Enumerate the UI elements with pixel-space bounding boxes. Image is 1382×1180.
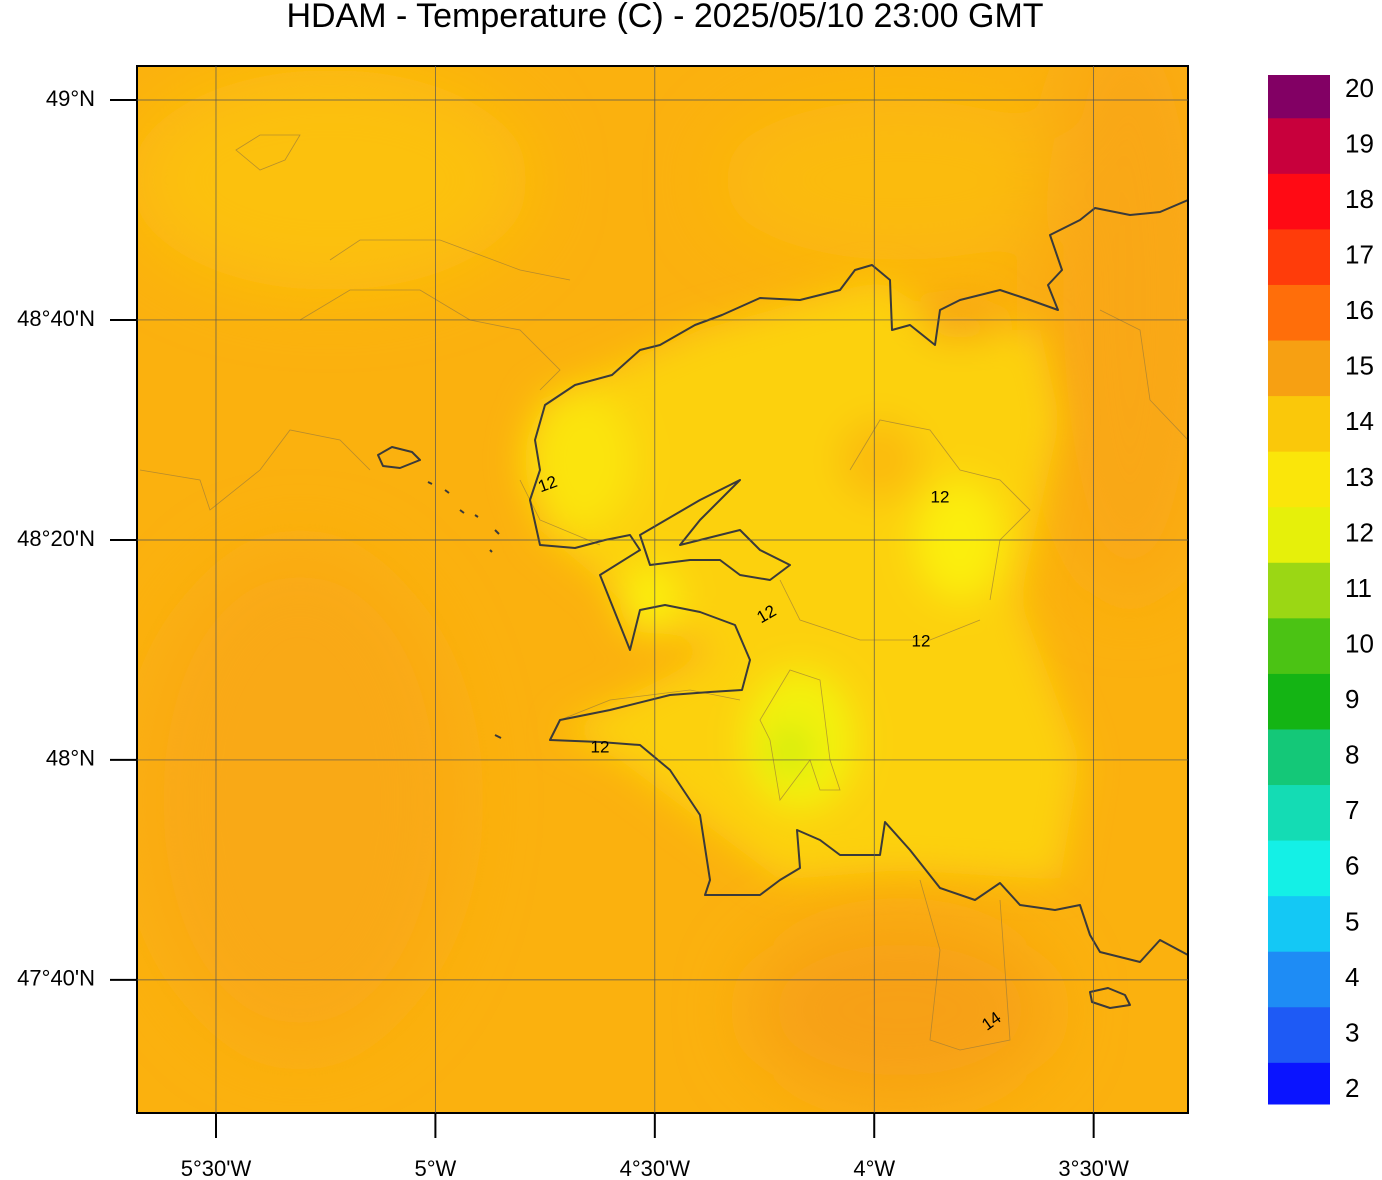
colorbar-label: 12 xyxy=(1345,517,1374,547)
colorbar-swatch xyxy=(1268,1062,1330,1105)
colorbar-swatch xyxy=(1268,840,1330,897)
colorbar-label: 8 xyxy=(1345,740,1359,770)
x-tick-label: 4°30'W xyxy=(620,1156,691,1180)
colorbar-label: 20 xyxy=(1345,73,1374,103)
colorbar-label: 5 xyxy=(1345,906,1359,936)
colorbar-swatch xyxy=(1268,451,1330,508)
x-tick-label: 5°W xyxy=(414,1156,456,1180)
x-tick-label: 4°W xyxy=(853,1156,895,1180)
colorbar-label: 10 xyxy=(1345,628,1374,658)
colorbar: 2 3 4 5 6 7 8 9 10 11 12 13 14 15 16 17 18 19 20 xyxy=(1268,73,1374,1105)
colorbar-swatch xyxy=(1268,1006,1330,1063)
x-tick-label: 5°30'W xyxy=(181,1156,252,1180)
colorbar-swatch xyxy=(1268,895,1330,952)
contour-label: 12 xyxy=(912,631,931,650)
colorbar-swatch xyxy=(1268,117,1330,174)
colorbar-swatch xyxy=(1268,951,1330,1008)
colorbar-swatch xyxy=(1268,506,1330,563)
colorbar-swatch xyxy=(1268,395,1330,452)
colorbar-swatch xyxy=(1268,562,1330,619)
colorbar-swatch xyxy=(1268,673,1330,730)
y-tick-label: 48°40'N xyxy=(17,306,95,331)
field xyxy=(137,66,1188,1113)
colorbar-label: 6 xyxy=(1345,851,1359,881)
title: HDAM - Temperature (C) - 2025/05/10 23:0… xyxy=(286,0,1043,35)
y-tick-label: 47°40'N xyxy=(17,966,95,991)
y-tick-label: 48°20'N xyxy=(17,526,95,551)
colorbar-label: 3 xyxy=(1345,1017,1359,1047)
colorbar-label: 13 xyxy=(1345,462,1374,492)
contour-label: 12 xyxy=(591,737,610,756)
colorbar-label: 9 xyxy=(1345,684,1359,714)
map-frame xyxy=(136,65,1189,1114)
colorbar-label: 11 xyxy=(1345,573,1372,603)
colorbar-label: 15 xyxy=(1345,351,1374,381)
colorbar-label: 14 xyxy=(1345,406,1374,436)
colorbar-label: 16 xyxy=(1345,295,1374,325)
colorbar-swatch xyxy=(1268,75,1330,119)
contour-label: 12 xyxy=(931,487,950,506)
colorbar-swatch xyxy=(1268,340,1330,397)
x-tick-label: 3°30'W xyxy=(1058,1156,1129,1180)
colorbar-label: 19 xyxy=(1345,128,1374,158)
colorbar-swatch xyxy=(1268,284,1330,341)
colorbar-label: 17 xyxy=(1345,240,1374,270)
colorbar-swatch xyxy=(1268,228,1330,285)
colorbar-label: 7 xyxy=(1345,795,1359,825)
colorbar-swatch xyxy=(1268,173,1330,230)
colorbar-label: 2 xyxy=(1345,1073,1359,1103)
y-tick-label: 49°N xyxy=(46,86,95,111)
colorbar-swatch xyxy=(1268,728,1330,786)
colorbar-label: 18 xyxy=(1345,184,1374,214)
y-tick-label: 48°N xyxy=(46,746,95,771)
colorbar-swatch xyxy=(1268,617,1330,674)
colorbar-label: 4 xyxy=(1345,962,1359,992)
colorbar-swatch xyxy=(1268,784,1330,841)
